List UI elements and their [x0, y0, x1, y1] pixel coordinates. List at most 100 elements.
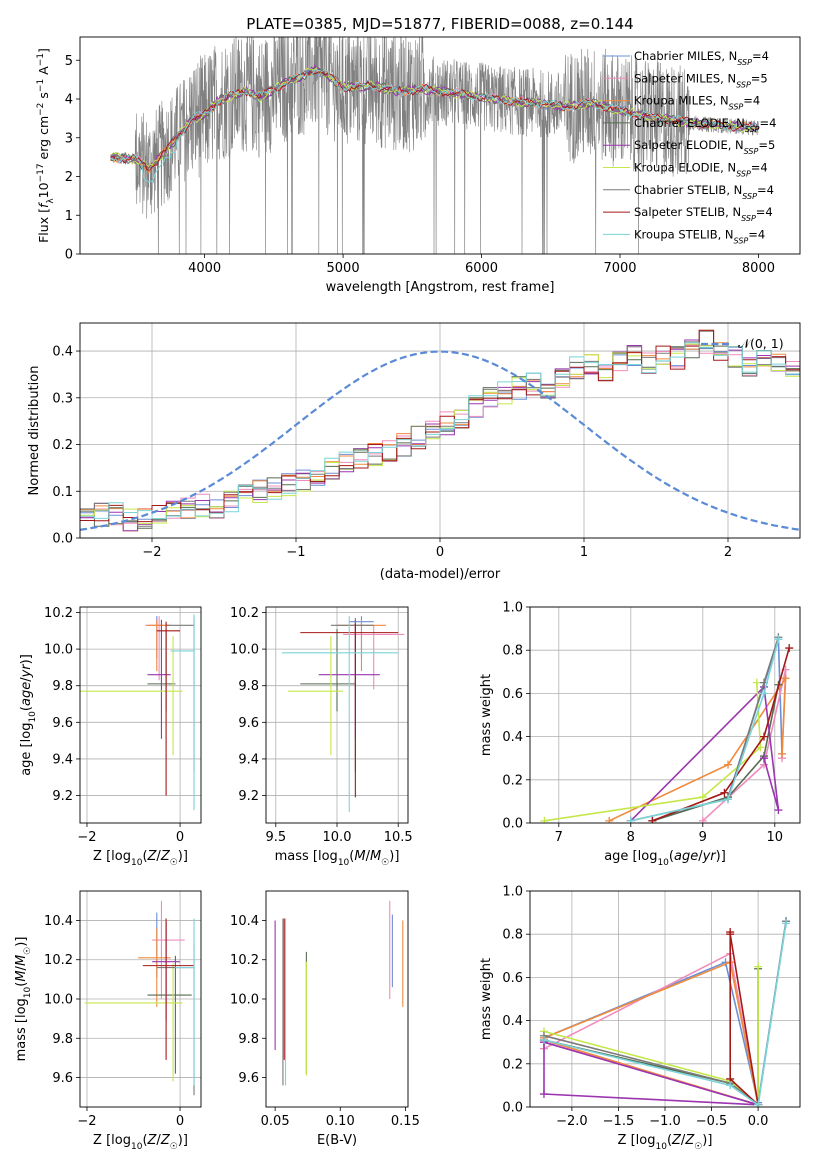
legend-label-sub: SSP — [741, 214, 756, 223]
grid — [530, 890, 800, 1108]
x-axis-label: Z [log10(Z/Z☉)] — [93, 849, 188, 868]
label-part: )] — [178, 849, 188, 864]
panel-residuals: −2 −1 0 1 2 0.0 0.1 0.2 0.3 0.4 (data-model)/error… — [27, 322, 801, 582]
legend-label-main: Kroupa ELODIE, N — [634, 161, 736, 175]
x-axis-label: Z [log10(Z/Z☉)] — [618, 1133, 713, 1152]
weight-marker — [756, 743, 765, 752]
label-part: 10 — [657, 858, 669, 868]
x-tick-label: 4000 — [188, 261, 221, 276]
y-axis-label: Flux [fλ10−17 erg cm−2 s−1 A−1] — [36, 48, 56, 243]
x-tick-label: 0 — [436, 545, 444, 560]
weight-line — [543, 961, 760, 1106]
label-part: ( — [669, 849, 674, 864]
y-tick-label: 10.4 — [44, 914, 73, 929]
y-tick-label: 0.4 — [52, 345, 73, 360]
label-part: ( — [142, 849, 147, 864]
y-tick-label: 0.8 — [502, 644, 523, 659]
axes-frame — [529, 890, 801, 1108]
y-tick-label: 9.6 — [238, 1071, 259, 1086]
x-tick-label: 8000 — [742, 261, 775, 276]
y-tick-label: 0.4 — [502, 730, 523, 745]
x-tick-label: 9 — [699, 830, 707, 845]
label-part: wavelength [Angstrom, rest frame] — [326, 280, 555, 295]
y-tick-label: 9.6 — [52, 716, 73, 731]
weight-line — [630, 685, 780, 822]
y-tick-label: 3 — [65, 131, 73, 146]
x-tick-label: −1.5 — [603, 1114, 635, 1129]
x-tick-label: 7000 — [603, 261, 636, 276]
axes-frame — [265, 606, 409, 824]
x-axis-label: Z [log10(Z/Z☉)] — [93, 1133, 188, 1152]
histogram-step — [80, 330, 800, 527]
legend-label-main: Chabrier STELIB, N — [634, 183, 742, 197]
y-tick-label: 4 — [65, 93, 73, 108]
label-part: / — [156, 849, 161, 864]
panel-Z-age: −2 09.29.49.69.810.010.2Z [log10(Z/Z☉)]ag… — [19, 606, 202, 868]
legend-label-count: =4 — [760, 116, 777, 130]
x-tick-label: −2 — [77, 1114, 96, 1129]
y-tick-label: 9.8 — [52, 679, 73, 694]
label-part: 10 — [36, 182, 51, 198]
legend-label-sub: SSP — [737, 58, 752, 67]
spectrum-model-line — [110, 68, 759, 183]
gaussian-curve — [80, 350, 800, 531]
legend-label-count: =4 — [756, 205, 773, 219]
weight-marker — [540, 816, 549, 823]
x-axis-label: mass [log10(M/M☉)] — [275, 849, 400, 868]
plot-area — [110, 37, 759, 254]
y-tick-label: 10.2 — [44, 953, 73, 968]
y-tick-label: 9.4 — [52, 752, 73, 767]
legend-label: Salpeter ELODIE, NSSP=5 — [634, 138, 775, 156]
y-axis-label: mass weight — [479, 958, 494, 1040]
legend-label: Chabrier MILES, NSSP=4 — [634, 49, 769, 67]
label-part: mass [ — [14, 1018, 29, 1061]
y-tick-label: 9.2 — [52, 789, 73, 804]
label-part: Z — [160, 849, 171, 864]
plot-area — [80, 329, 800, 532]
label-part: s — [36, 92, 51, 103]
legend-label-count: =4 — [748, 227, 765, 241]
x-tick-label: 1 — [580, 545, 588, 560]
label-part: 10 — [23, 986, 33, 998]
legend-label-sub: SSP — [736, 169, 751, 178]
weight-marker — [781, 674, 790, 683]
legend-label: Chabrier ELODIE, NSSP=4 — [634, 116, 776, 133]
plot-area — [80, 614, 195, 811]
y-tick-label: 0.8 — [502, 928, 523, 943]
weight-marker — [760, 732, 768, 741]
label-part: log — [111, 1133, 131, 1148]
legend-label-main: Salpeter MILES, N — [634, 71, 736, 85]
y-tick-label: 0 — [65, 248, 73, 263]
y-tick-label: 0.2 — [502, 1057, 523, 1072]
label-part: Z — [147, 849, 158, 864]
spectrum-data-line — [110, 37, 759, 254]
y-tick-label: 5 — [65, 54, 73, 69]
weight-marker — [539, 1036, 548, 1045]
label-part: ☉ — [694, 1142, 702, 1152]
x-tick-label: 2 — [724, 545, 732, 560]
weight-marker — [774, 635, 783, 644]
axes-frame — [529, 606, 801, 824]
label-part: )] — [389, 849, 399, 864]
label-part: ☉ — [170, 858, 178, 868]
label-part: )] — [19, 654, 34, 664]
x-axis-label: (data-model)/error — [380, 567, 501, 582]
weight-marker — [785, 644, 794, 653]
y-tick-label: 0.4 — [502, 1014, 523, 1029]
weight-marker — [724, 760, 732, 769]
weight-line — [652, 647, 790, 822]
label-part: ( — [14, 982, 29, 987]
legend-label-main: Chabrier MILES, N — [634, 49, 737, 63]
label-part: Flux [ — [36, 208, 51, 243]
label-part: / — [14, 965, 29, 970]
legend-label-main: Salpeter ELODIE, N — [634, 138, 744, 152]
x-tick-label: 0.0 — [748, 1114, 769, 1129]
y-tick-label: 9.6 — [238, 716, 259, 731]
y-axis-label: age [log10(age/yr)] — [19, 654, 38, 776]
figure-title: PLATE=0385, MJD=51877, FIBERID=0088, z=0… — [246, 15, 633, 33]
legend-label-count: =5 — [751, 71, 768, 85]
x-tick-label: 0.10 — [326, 1114, 355, 1129]
y-axis-label: mass weight — [479, 674, 494, 756]
x-tick-label: −2 — [142, 545, 161, 560]
y-tick-label: 10.2 — [230, 953, 259, 968]
